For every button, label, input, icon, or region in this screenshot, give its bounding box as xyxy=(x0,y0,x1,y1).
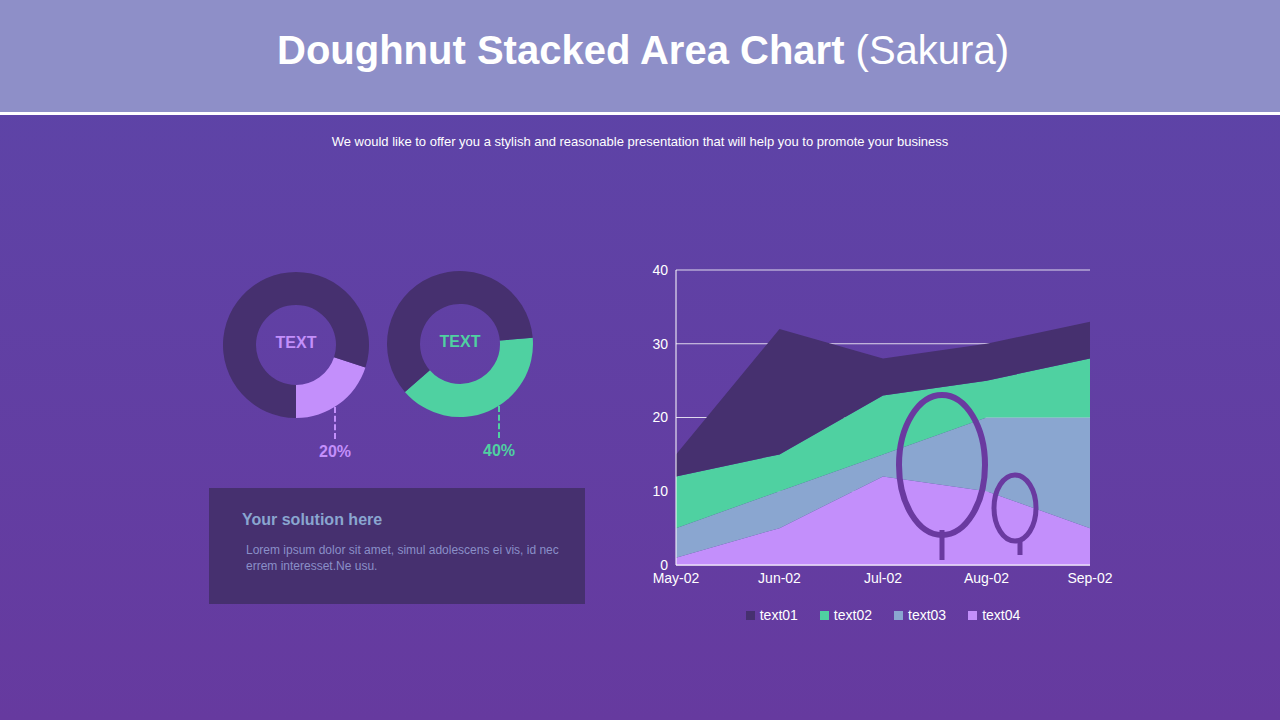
html-text:TEXT: TEXT xyxy=(439,333,481,350)
html-text:We would like to offer you a s: We would like to offer you a stylish and… xyxy=(331,134,949,149)
html-text:20%: 20% xyxy=(319,443,351,460)
html-text:Doughnut Stacked Area Chart (S: Doughnut Stacked Area Chart (Sakura) xyxy=(277,28,1009,72)
html-text:40%: 40% xyxy=(483,442,515,459)
html-text:text03: text03 xyxy=(908,607,947,623)
svg-text:30: 30 xyxy=(652,336,668,352)
html-text:text01: text01 xyxy=(759,607,798,623)
svg-text:Aug-02: Aug-02 xyxy=(964,570,1009,586)
html-text:text02: text02 xyxy=(833,607,872,623)
svg-text:0: 0 xyxy=(660,557,668,573)
svg-text:20: 20 xyxy=(652,409,668,425)
html-text:TEXT: TEXT xyxy=(275,334,317,351)
svg-text:Jul-02: Jul-02 xyxy=(864,570,902,586)
svg-text:Sep-02: Sep-02 xyxy=(1067,570,1112,586)
html-text:Lorem ipsum dolor sit amet, si: Lorem ipsum dolor sit amet, simul adoles… xyxy=(246,543,559,573)
html-text:text04: text04 xyxy=(982,607,1021,623)
svg-text:40: 40 xyxy=(652,262,668,278)
svg-text:10: 10 xyxy=(652,483,668,499)
svg-text:Jun-02: Jun-02 xyxy=(758,570,801,586)
svg-text:May-02: May-02 xyxy=(652,569,700,586)
html-text:Your solution here: Your solution here xyxy=(242,511,383,528)
